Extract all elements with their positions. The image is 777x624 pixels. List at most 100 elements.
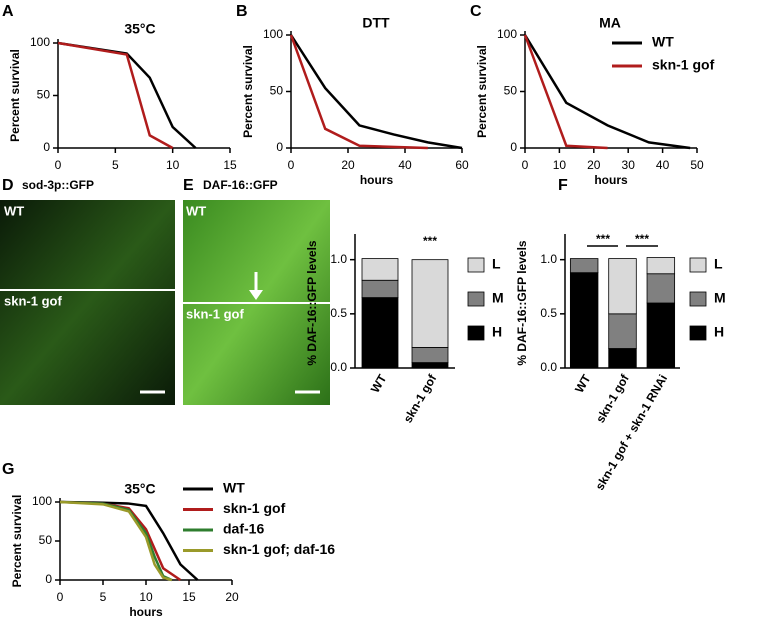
- x-tick-label: 50: [690, 158, 704, 172]
- x-tick-label: skn-1 gof: [401, 371, 440, 425]
- significance-label: ***: [596, 232, 610, 246]
- bar-segment: [646, 257, 676, 275]
- survival-line: [59, 500, 182, 582]
- arrow-head: [249, 290, 263, 300]
- image-panel-d: D sod-3p::GFP WT skn-1 gof: [0, 177, 175, 405]
- x-tick-label: 20: [587, 158, 601, 172]
- survival-line: [59, 500, 173, 582]
- legend-label: H: [492, 324, 502, 340]
- chart-title: 35°C: [124, 21, 155, 37]
- x-axis-label: hours: [360, 173, 394, 187]
- legend-swatch: [689, 257, 707, 273]
- y-tick-label: 50: [37, 88, 51, 102]
- legend-label: M: [492, 290, 504, 306]
- y-axis-label: % DAF-16::GFP levels: [515, 240, 529, 365]
- x-tick-label: 0: [522, 158, 529, 172]
- y-tick-label: 0.0: [540, 360, 557, 374]
- y-tick-label: 0.5: [540, 306, 557, 320]
- x-axis-label: hours: [129, 605, 163, 619]
- x-tick-label: 60: [455, 158, 469, 172]
- legend-label: WT: [652, 34, 674, 50]
- y-tick-label: 0: [276, 140, 283, 154]
- survival-line: [59, 500, 173, 582]
- panel-label: F: [558, 177, 568, 194]
- x-tick-label: WT: [368, 372, 390, 396]
- legend-label: L: [714, 256, 723, 272]
- legend-label: M: [714, 290, 726, 306]
- survival-line: [289, 34, 463, 150]
- x-tick-label: 40: [656, 158, 670, 172]
- y-axis-label: Percent survival: [10, 495, 24, 588]
- image-label: WT: [4, 203, 24, 218]
- significance-label: ***: [635, 232, 649, 246]
- x-tick-label: 10: [553, 158, 567, 172]
- image-title: sod-3p::GFP: [22, 178, 94, 192]
- panel-label: A: [2, 3, 14, 20]
- x-tick-label: 5: [100, 590, 107, 604]
- y-tick-label: 0.0: [330, 360, 347, 374]
- x-tick-label: 5: [112, 158, 119, 172]
- y-tick-label: 100: [32, 494, 52, 508]
- x-tick-label: 10: [139, 590, 153, 604]
- legend-swatch: [467, 291, 485, 307]
- survival-line: [57, 41, 174, 150]
- y-tick-label: 0: [45, 572, 52, 586]
- bar-segment: [646, 273, 676, 304]
- image-label: skn-1 gof: [4, 293, 62, 308]
- x-tick-label: 40: [398, 158, 412, 172]
- bar-segment: [569, 258, 599, 274]
- y-tick-label: 50: [39, 533, 53, 547]
- bar-segment: [646, 302, 676, 369]
- bar-segment: [608, 348, 637, 369]
- y-tick-label: 1.0: [540, 252, 557, 266]
- legend-label: skn-1 gof; daf-16: [223, 541, 335, 557]
- x-axis-label: hours: [594, 173, 628, 187]
- x-tick-label: 30: [622, 158, 636, 172]
- image-title: DAF-16::GFP: [203, 178, 278, 192]
- legend-label: skn-1 gof: [652, 57, 715, 73]
- legend-label: skn-1 gof: [223, 500, 286, 516]
- legend-label: WT: [223, 480, 245, 496]
- x-tick-label: skn-1 gof + skn-1 RNAi: [593, 372, 671, 492]
- y-tick-label: 100: [497, 27, 517, 41]
- panel-label: B: [236, 3, 248, 20]
- bar-segment: [361, 297, 399, 369]
- x-tick-label: 15: [182, 590, 196, 604]
- bar-segment: [361, 258, 399, 281]
- legend-label: daf-16: [223, 521, 264, 537]
- chart-title: 35°C: [124, 481, 155, 497]
- panel-label: G: [2, 461, 14, 478]
- panel-label: C: [470, 3, 482, 20]
- bar-segment: [411, 362, 449, 369]
- image-panel-e: E DAF-16::GFP WT skn-1 gof: [183, 177, 330, 405]
- chart-title: DTT: [362, 15, 390, 31]
- x-tick-label: 20: [225, 590, 239, 604]
- x-tick-label: 20: [341, 158, 355, 172]
- legend-swatch: [467, 257, 485, 273]
- micrograph: [0, 200, 175, 405]
- chart-title: MA: [599, 15, 621, 31]
- x-tick-label: skn-1 gof: [593, 371, 632, 425]
- survival-line: [523, 34, 691, 150]
- legend-swatch: [689, 325, 707, 341]
- bar-segment: [569, 272, 599, 369]
- legend-label: H: [714, 324, 724, 340]
- x-tick-label: 0: [55, 158, 62, 172]
- y-tick-label: 0: [510, 140, 517, 154]
- y-tick-label: 0.5: [330, 306, 347, 320]
- y-tick-label: 100: [263, 27, 283, 41]
- bar-segment: [411, 259, 449, 348]
- y-tick-label: 50: [504, 84, 518, 98]
- y-axis-label: Percent survival: [475, 45, 489, 138]
- bar-segment: [608, 258, 637, 315]
- x-tick-label: 0: [288, 158, 295, 172]
- survival-line: [289, 34, 428, 150]
- bar-segment: [411, 347, 449, 363]
- image-label: WT: [186, 203, 206, 218]
- y-tick-label: 50: [270, 84, 284, 98]
- survival-line: [59, 500, 199, 581]
- legend-label: L: [492, 256, 501, 272]
- y-axis-label: Percent survival: [241, 45, 255, 138]
- x-tick-label: 0: [57, 590, 64, 604]
- legend-swatch: [689, 291, 707, 307]
